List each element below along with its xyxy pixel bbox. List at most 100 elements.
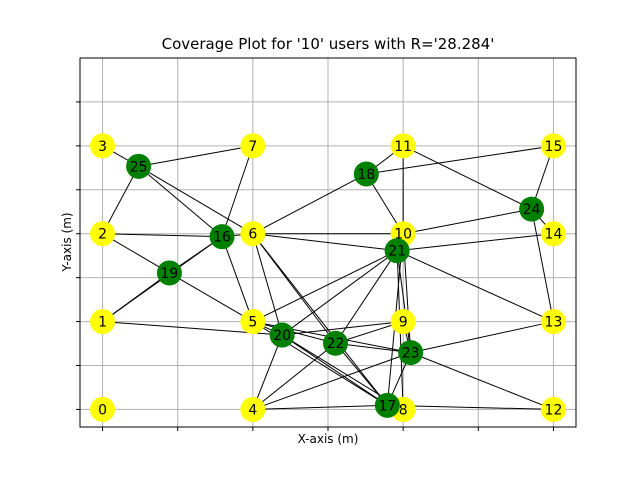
coverage-edge bbox=[169, 272, 254, 323]
base-station-label: 7 bbox=[248, 139, 257, 155]
base-station-marker bbox=[240, 396, 266, 422]
base-station-marker bbox=[90, 309, 116, 335]
base-station-marker bbox=[240, 133, 266, 159]
coverage-edge bbox=[252, 233, 398, 252]
coverage-edge bbox=[252, 342, 336, 410]
plot-frame bbox=[79, 57, 577, 428]
coverage-edge bbox=[410, 352, 554, 410]
base-station-0: 0 bbox=[90, 396, 116, 422]
coverage-edge bbox=[252, 173, 367, 235]
axis-ticks bbox=[76, 101, 554, 431]
coverage-edge bbox=[402, 145, 532, 210]
base-station-1: 1 bbox=[90, 309, 116, 335]
coverage-edge bbox=[397, 233, 554, 252]
user-23: 23 bbox=[398, 340, 424, 366]
user-marker bbox=[209, 224, 235, 250]
coverage-edge bbox=[282, 321, 404, 336]
base-station-marker bbox=[390, 133, 416, 159]
base-station-label: 5 bbox=[248, 315, 257, 331]
base-station-marker bbox=[390, 309, 416, 335]
user-marker bbox=[384, 238, 410, 264]
coverage-edge bbox=[221, 236, 254, 322]
user-label: 17 bbox=[378, 398, 396, 414]
user-marker bbox=[269, 322, 295, 348]
coverage-edge bbox=[252, 334, 283, 410]
user-marker bbox=[126, 153, 152, 179]
user-21: 21 bbox=[384, 238, 410, 264]
base-station-3: 3 bbox=[90, 133, 116, 159]
coverage-edge bbox=[335, 342, 411, 354]
user-label: 23 bbox=[402, 346, 420, 362]
base-station-marker bbox=[540, 133, 566, 159]
user-18: 18 bbox=[353, 161, 379, 187]
coverage-edge bbox=[252, 352, 411, 410]
base-station-14: 14 bbox=[540, 221, 566, 247]
coverage-edge bbox=[138, 165, 223, 238]
coverage-edge bbox=[410, 321, 554, 354]
user-marker bbox=[519, 196, 545, 222]
coverage-edge bbox=[403, 208, 532, 235]
coverage-edge bbox=[335, 250, 398, 344]
user-22: 22 bbox=[323, 330, 349, 356]
user-label: 16 bbox=[213, 230, 231, 246]
base-station-6: 6 bbox=[240, 221, 266, 247]
base-station-marker bbox=[540, 221, 566, 247]
user-24: 24 bbox=[519, 196, 545, 222]
user-label: 19 bbox=[161, 266, 179, 282]
base-station-label: 6 bbox=[248, 227, 257, 243]
base-station-label: 15 bbox=[545, 139, 563, 155]
user-label: 21 bbox=[388, 244, 406, 260]
base-station-15: 15 bbox=[540, 133, 566, 159]
base-station-label: 9 bbox=[399, 315, 408, 331]
base-station-label: 8 bbox=[399, 402, 408, 418]
base-station-label: 14 bbox=[545, 227, 563, 243]
coverage-edge bbox=[281, 250, 398, 336]
base-station-marker bbox=[540, 309, 566, 335]
user-label: 24 bbox=[523, 202, 541, 218]
user-marker bbox=[374, 392, 400, 418]
base-station-marker bbox=[540, 396, 566, 422]
user-label: 18 bbox=[357, 167, 375, 183]
base-station-label: 2 bbox=[98, 227, 107, 243]
user-25: 25 bbox=[126, 153, 152, 179]
base-station-marker bbox=[240, 221, 266, 247]
base-station-label: 11 bbox=[394, 139, 412, 155]
base-station-marker bbox=[240, 309, 266, 335]
coverage-edge bbox=[102, 166, 140, 234]
coverage-edge bbox=[531, 209, 554, 322]
user-marker bbox=[156, 260, 182, 286]
user-marker bbox=[323, 330, 349, 356]
base-station-label: 1 bbox=[98, 315, 107, 331]
coverage-edge bbox=[396, 250, 554, 323]
base-station-label: 13 bbox=[545, 315, 563, 331]
nodes: 0123456789101112131415161718192021222324… bbox=[90, 133, 566, 422]
coverage-edge bbox=[221, 145, 254, 237]
base-station-12: 12 bbox=[540, 396, 566, 422]
coverage-edge bbox=[252, 233, 388, 406]
user-label: 20 bbox=[273, 328, 291, 344]
user-label: 25 bbox=[130, 159, 148, 175]
user-marker bbox=[398, 340, 424, 366]
coverage-edge bbox=[252, 233, 283, 336]
coverage-edge bbox=[138, 145, 253, 167]
coverage-edge bbox=[252, 250, 398, 323]
base-station-9: 9 bbox=[390, 309, 416, 335]
base-station-marker bbox=[90, 133, 116, 159]
base-station-marker bbox=[90, 396, 116, 422]
user-17: 17 bbox=[374, 392, 400, 418]
coverage-edge bbox=[138, 165, 254, 235]
user-20: 20 bbox=[269, 322, 295, 348]
base-station-5: 5 bbox=[240, 309, 266, 335]
x-axis-label: X-axis (m) bbox=[298, 432, 359, 446]
base-station-label: 12 bbox=[545, 402, 563, 418]
base-station-11: 11 bbox=[390, 133, 416, 159]
y-axis-label: Y-axis (m) bbox=[60, 212, 74, 272]
chart-title: Coverage Plot for '10' users with R='28.… bbox=[162, 35, 495, 53]
coverage-edge bbox=[335, 342, 388, 406]
coverage-edge bbox=[396, 250, 412, 353]
coverage-edge bbox=[102, 233, 170, 274]
base-station-2: 2 bbox=[90, 221, 116, 247]
coverage-edge bbox=[281, 334, 388, 406]
base-station-label: 0 bbox=[98, 402, 107, 418]
